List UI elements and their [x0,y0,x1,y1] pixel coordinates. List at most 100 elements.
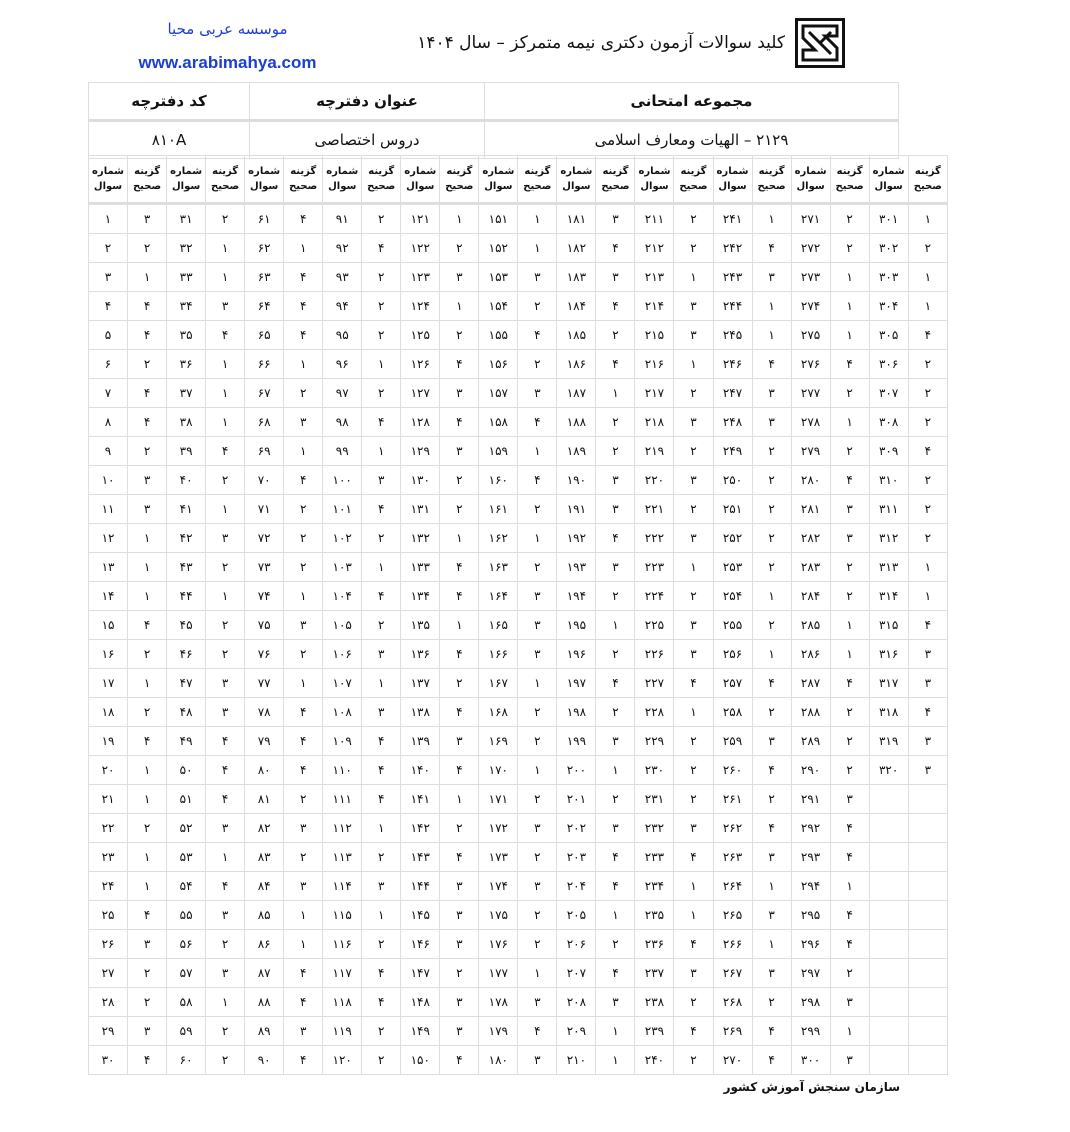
question-number-cell: ۴۱ [166,494,207,524]
question-number-cell: ۳۰۶ [868,349,909,379]
question-number-cell: ۲۹۱ [790,784,831,814]
question-number-cell: ۶ [87,349,129,379]
question-number-cell: ۲۷۶ [790,349,831,379]
correct-answer-cell: ۴ [127,900,168,930]
question-number-cell: ۱۰۰ [322,465,363,495]
correct-answer-cell: ۴ [595,233,636,263]
correct-answer-cell: ۳ [439,871,480,901]
correct-answer-cell: ۱ [127,523,168,553]
correct-answer-cell: ۱ [205,262,246,292]
correct-answer-cell: ۳ [205,813,246,843]
correct-answer-cell: ۳ [673,639,714,669]
correct-answer-cell: ۲ [673,987,714,1017]
question-number-cell: ۱۶۲ [478,523,519,553]
correct-answer-cell: ۴ [439,407,480,437]
correct-answer-cell: ۳ [673,523,714,553]
correct-answer-cell: ۲ [595,784,636,814]
question-number-cell: ۸۸ [244,987,285,1017]
question-number-cell: ۲۰۸ [556,987,597,1017]
table-row: ۴ ۴ ۳۴ ۳ ۶۴ ۴ ۹۴ ۲ ۱۲۴ ۱ ۱۵۴ ۲ ۱۸۴ ۴ ۲۱۴ ۳ ۲۴۴ ۱ ۲۷۴ ۱ ۳۰۴ ۱ [87,291,949,321]
correct-answer-cell: ۱ [127,581,168,611]
question-number-cell: ۱۷۵ [478,900,519,930]
table-row: ۱۷ ۱ ۴۷ ۳ ۷۷ ۱ ۱۰۷ ۱ ۱۳۷ ۲ ۱۶۷ ۱ ۱۹۷ ۴ ۲۲۷ ۴ ۲۵۷ ۴ ۲۸۷ ۴ ۳۱۷… [87,668,949,698]
question-number-cell: ۵۶ [166,929,207,959]
correct-answer-cell: ۳ [361,465,402,495]
question-number-cell: ۲۱۹ [634,436,675,466]
table-row: ۱ ۳ ۳۱ ۲ ۶۱ ۴ ۹۱ ۲ ۱۲۱ ۱ ۱۵۱ ۱ ۱۸۱ ۳ ۲۱۱ ۲ ۲۴۱ ۱ ۲۷۱ ۲ ۳۰۱ ۱ [87,203,949,234]
correct-answer-cell: ۴ [439,842,480,872]
correct-answer-cell: ۱ [673,871,714,901]
question-number-cell: ۲۵۸ [712,697,753,727]
correct-answer-cell: ۱ [361,813,402,843]
correct-answer-cell: ۱ [205,378,246,408]
question-number-cell: ۲۹۹ [790,1016,831,1046]
correct-answer-cell: ۴ [907,436,949,466]
correct-answer-cell: ۱ [595,900,636,930]
question-number-cell: ۳۱۲ [868,523,909,553]
question-number-cell: ۲۲۳ [634,552,675,582]
question-number-cell: ۴۶ [166,639,207,669]
question-number-cell: ۲۱۷ [634,378,675,408]
question-number-cell: ۴۳ [166,552,207,582]
question-number-cell: ۱۹۸ [556,697,597,727]
question-number-cell: ۱۸۶ [556,349,597,379]
correct-answer-cell: ۲ [517,291,558,321]
page-title: کلید سوالات آزمون دکتری نیمه متمرکز – سا… [417,33,785,53]
question-number-cell: ۸۴ [244,871,285,901]
correct-answer-cell: ۴ [361,494,402,524]
question-number-cell: ۲۴۸ [712,407,753,437]
correct-answer-cell: ۱ [751,581,792,611]
question-number-cell: ۲۵۰ [712,465,753,495]
correct-answer-cell: ۳ [439,726,480,756]
table-row: ۲۲ ۲ ۵۲ ۳ ۸۲ ۳ ۱۱۲ ۱ ۱۴۲ ۲ ۱۷۲ ۳ ۲۰۲ ۳ ۲۳۲ ۳ ۲۶۲ ۴ ۲۹۲ ۴ [87,813,949,843]
question-number-cell: ۲۳۱ [634,784,675,814]
correct-answer-header: گزینه صحیح [907,155,949,205]
correct-answer-cell [907,958,949,988]
correct-answer-cell [907,1045,949,1075]
question-number-cell: ۷۹ [244,726,285,756]
question-number-cell: ۱۰۸ [322,697,363,727]
question-number-cell: ۳۱۷ [868,668,909,698]
question-number-cell: ۱۵۳ [478,262,519,292]
correct-answer-cell: ۴ [361,726,402,756]
correct-answer-cell: ۴ [205,320,246,350]
question-number-cell: ۳۲۰ [868,755,909,785]
question-number-cell: ۳۴ [166,291,207,321]
question-number-header: شماره سوال [712,155,753,205]
question-number-cell: ۲۱۲ [634,233,675,263]
table-row: ۱۶ ۲ ۴۶ ۲ ۷۶ ۲ ۱۰۶ ۳ ۱۳۶ ۴ ۱۶۶ ۳ ۱۹۶ ۲ ۲۲۶ ۳ ۲۵۶ ۱ ۲۸۶ ۱ ۳۱۶… [87,639,949,669]
question-number-cell: ۲۵۶ [712,639,753,669]
correct-answer-cell: ۲ [283,784,324,814]
question-number-cell: ۳۰۵ [868,320,909,350]
correct-answer-cell: ۳ [439,436,480,466]
question-number-cell: ۶۸ [244,407,285,437]
table-row: ۲۱ ۱ ۵۱ ۴ ۸۱ ۲ ۱۱۱ ۴ ۱۴۱ ۱ ۱۷۱ ۲ ۲۰۱ ۲ ۲۳۱ ۲ ۲۶۱ ۲ ۲۹۱ ۳ [87,784,949,814]
question-number-cell: ۹۴ [322,291,363,321]
question-number-cell: ۱۵۸ [478,407,519,437]
correct-answer-cell: ۴ [751,668,792,698]
website-link[interactable]: www.arabimahya.com [138,53,317,72]
question-number-cell: ۳۰۲ [868,233,909,263]
correct-answer-cell: ۲ [595,639,636,669]
question-number-cell: ۲۴ [87,871,129,901]
question-number-cell: ۱۷۷ [478,958,519,988]
question-number-cell: ۹۰ [244,1045,285,1075]
question-number-cell: ۱۸۹ [556,436,597,466]
correct-answer-cell: ۱ [283,581,324,611]
table-row: ۵ ۴ ۳۵ ۴ ۶۵ ۴ ۹۵ ۲ ۱۲۵ ۲ ۱۵۵ ۴ ۱۸۵ ۲ ۲۱۵ ۳ ۲۴۵ ۱ ۲۷۵ ۱ ۳۰۵ ۴ [87,320,949,350]
question-number-cell: ۱۲۷ [400,378,441,408]
question-number-cell: ۲۵ [87,900,129,930]
correct-answer-cell: ۳ [595,203,636,234]
question-number-cell: ۱۸۲ [556,233,597,263]
question-number-cell: ۲۰۶ [556,929,597,959]
question-number-cell: ۱۳۲ [400,523,441,553]
correct-answer-cell: ۴ [439,552,480,582]
question-number-cell: ۲۶۱ [712,784,753,814]
question-number-cell: ۱۴۴ [400,871,441,901]
question-number-cell: ۵۵ [166,900,207,930]
correct-answer-cell: ۱ [907,581,949,611]
correct-answer-cell: ۲ [283,378,324,408]
correct-answer-cell: ۳ [751,262,792,292]
correct-answer-cell: ۳ [907,639,949,669]
question-number-cell: ۲۶۳ [712,842,753,872]
